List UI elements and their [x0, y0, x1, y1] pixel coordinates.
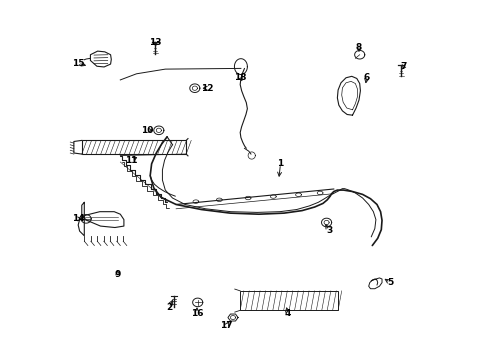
Text: 10: 10 [141, 126, 153, 135]
Text: 8: 8 [355, 43, 362, 52]
Text: 7: 7 [400, 62, 406, 71]
Text: 16: 16 [190, 309, 203, 318]
Text: 9: 9 [114, 270, 121, 279]
Text: 18: 18 [233, 73, 246, 82]
Bar [81, 140, 186, 154]
Text: 12: 12 [201, 84, 214, 93]
Text: 17: 17 [220, 321, 232, 330]
Text: 4: 4 [284, 309, 290, 318]
Text: 13: 13 [149, 38, 162, 47]
Text: 2: 2 [165, 303, 172, 312]
Text: 6: 6 [363, 73, 369, 82]
Text: 11: 11 [124, 156, 137, 165]
Text: 1: 1 [277, 159, 283, 168]
Bar [240, 291, 337, 310]
Text: 14: 14 [72, 214, 84, 223]
Text: 15: 15 [72, 58, 84, 68]
Text: 5: 5 [386, 278, 393, 287]
Text: 3: 3 [325, 226, 331, 235]
